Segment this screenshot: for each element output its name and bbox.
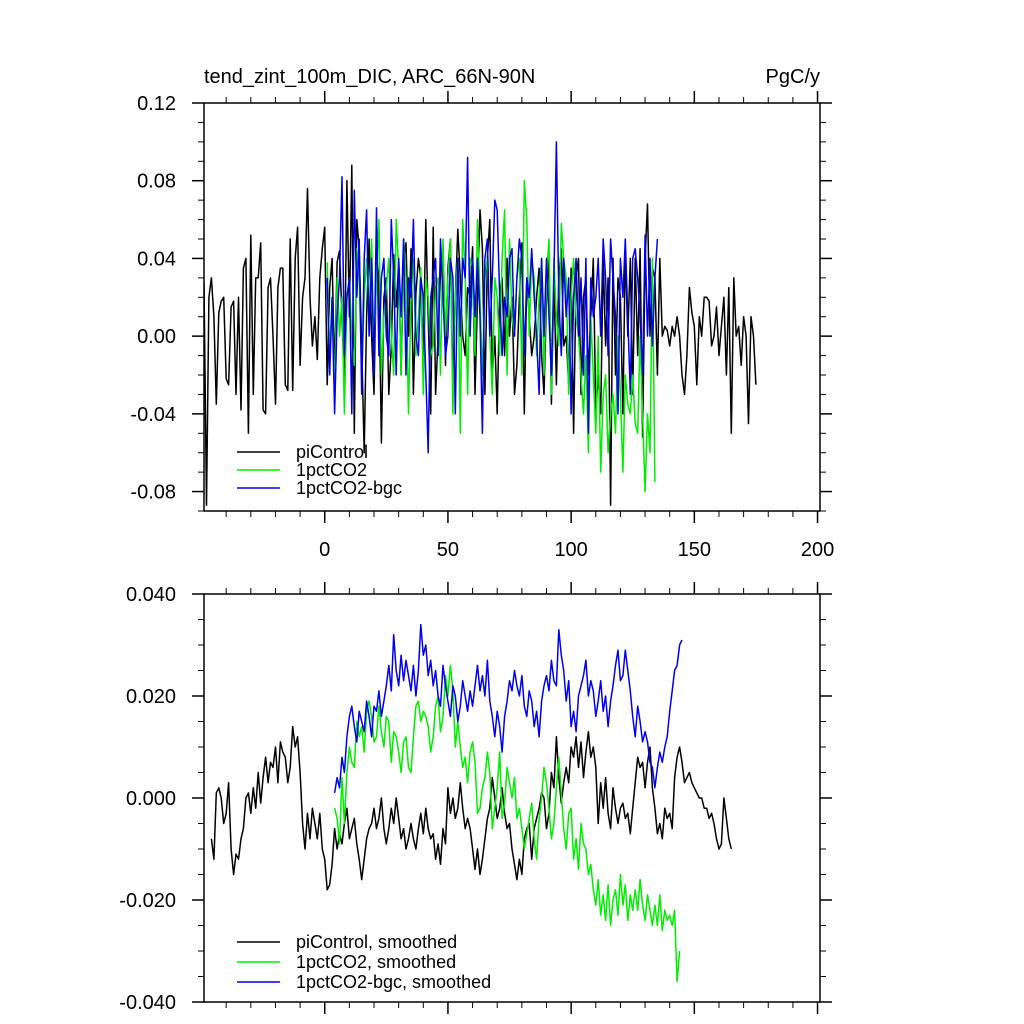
- y-tick-label: 0.020: [126, 686, 176, 708]
- bottom-plot-frame: [203, 593, 821, 1003]
- bottom-ticks-layer: 0.040 0.020 0.000 -0.020 -0.040: [119, 582, 832, 1014]
- top-plot-frame: [203, 102, 821, 512]
- series-line-picontrol: [204, 164, 757, 506]
- y-tick-label: 0.000: [126, 788, 176, 810]
- legend-label-picontrol-smoothed: piControl, smoothed: [296, 932, 457, 952]
- top-legend: piControl 1pctCO2 1pctCO2-bgc: [237, 442, 402, 498]
- legend-label-picontrol: piControl: [296, 442, 368, 462]
- legend-label-1pctco2-smoothed: 1pctCO2, smoothed: [296, 952, 456, 972]
- y-tick-label: 0.08: [137, 171, 176, 193]
- plot-title: tend_zint_100m_DIC, ARC_66N-90N: [204, 66, 535, 88]
- series-line-1pctco2-bgc: [326, 141, 659, 454]
- legend-label-1pctco2-bgc: 1pctCO2-bgc: [296, 478, 402, 498]
- series-line-picontrol-smoothed: [210, 725, 733, 891]
- x-tick-label: 200: [801, 539, 834, 561]
- bottom-legend: piControl, smoothed 1pctCO2, smoothed 1p…: [237, 932, 491, 992]
- series-line-1pctco2: [326, 179, 656, 493]
- x-tick-label: 50: [437, 539, 459, 561]
- bottom-panel: 0.040 0.020 0.000 -0.020 -0.040 piControl, s…: [119, 582, 832, 1014]
- series-line-1pctco2-bgc-smoothed: [333, 623, 683, 794]
- bottom-series-layer: [210, 623, 733, 983]
- top-ticks-layer: 0 50 100 150 200 0.12 0.08 0.04 0.00 -0.04 -0.08: [130, 91, 834, 561]
- legend-label-1pctco2-bgc-smoothed: 1pctCO2-bgc, smoothed: [296, 972, 491, 992]
- series-line-1pctco2-smoothed: [333, 664, 681, 983]
- top-panel: tend_zint_100m_DIC, ARC_66N-90N PgC/y 0 5…: [130, 66, 834, 561]
- y-tick-label: 0.04: [137, 248, 176, 270]
- y-tick-label: 0.040: [126, 584, 176, 606]
- x-tick-label: 100: [554, 539, 587, 561]
- units-label: PgC/y: [766, 66, 820, 88]
- y-tick-label: -0.020: [119, 890, 176, 912]
- x-tick-label: 150: [678, 539, 711, 561]
- top-series-layer: [204, 141, 757, 506]
- y-tick-label: -0.08: [130, 482, 176, 504]
- y-tick-label: -0.040: [119, 992, 176, 1014]
- x-tick-label: 0: [319, 539, 330, 561]
- y-tick-label: 0.00: [137, 326, 176, 348]
- y-tick-label: 0.12: [137, 93, 176, 115]
- legend-label-1pctco2: 1pctCO2: [296, 460, 367, 480]
- y-tick-label: -0.04: [130, 404, 176, 426]
